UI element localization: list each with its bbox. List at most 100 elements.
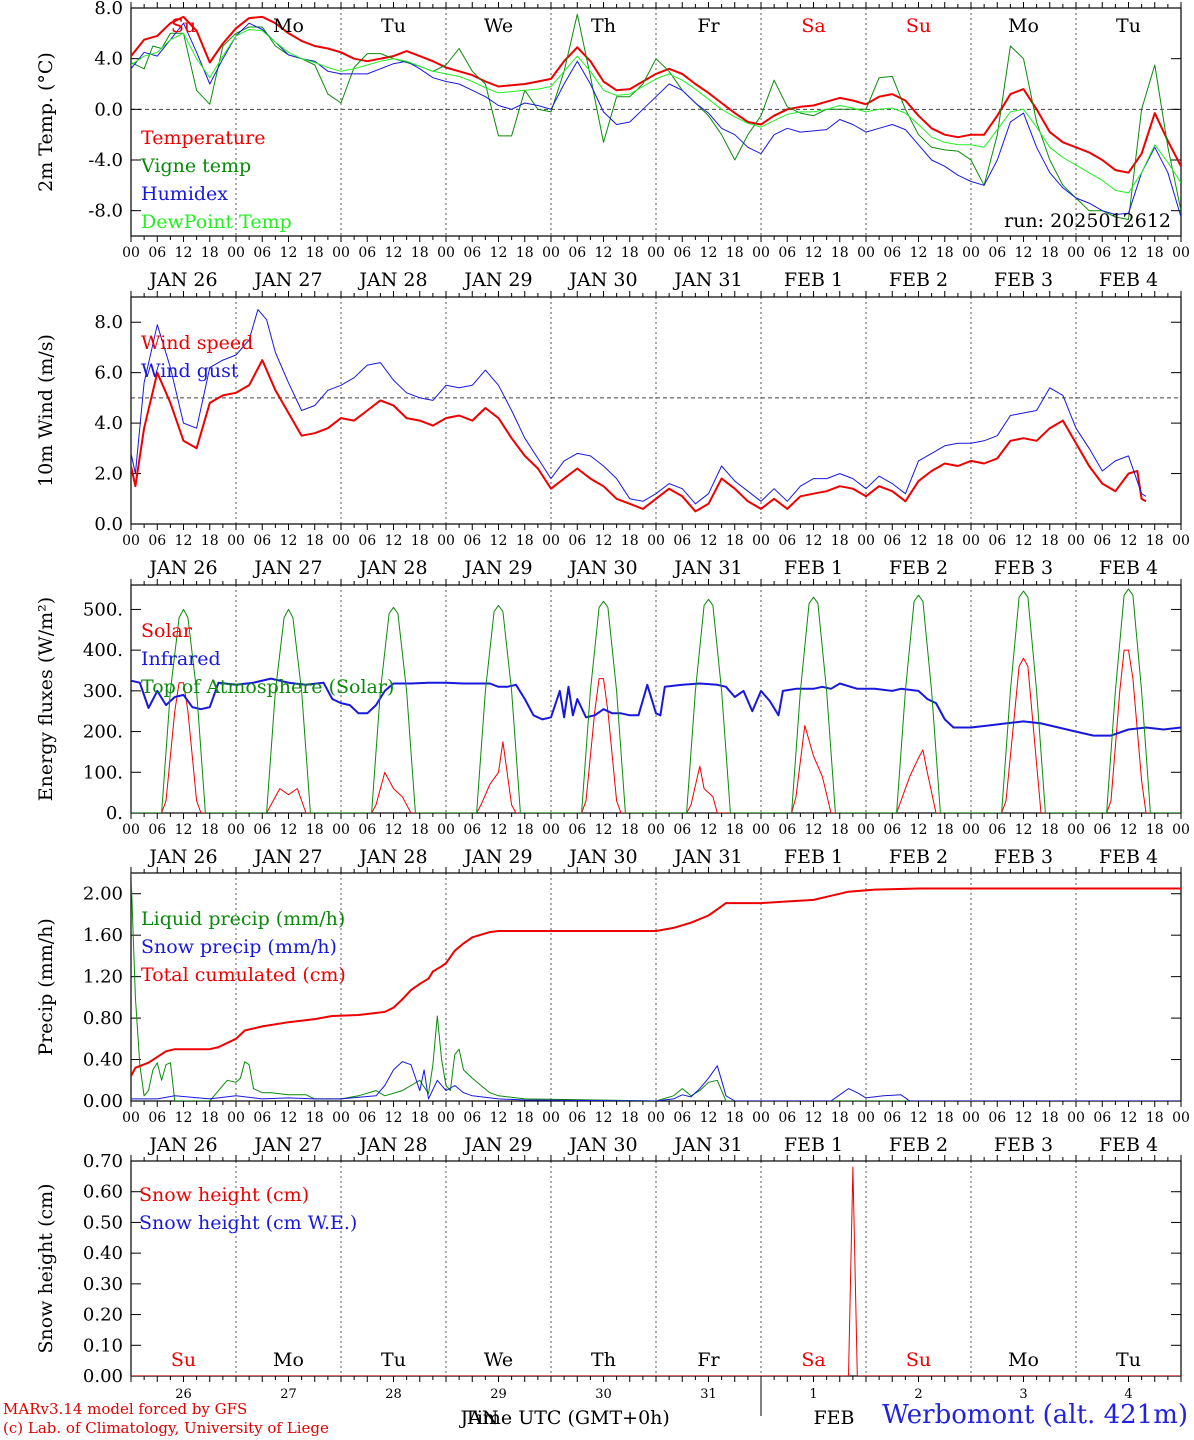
hour-label: 12 (700, 1110, 718, 1126)
date-label: JAN 29 (462, 269, 532, 291)
hour-label: 00 (1172, 245, 1190, 261)
series-line-top-of-atmosphere-solar (131, 588, 1181, 813)
hour-label: 12 (280, 533, 298, 549)
date-label: JAN 31 (672, 1134, 742, 1156)
date-label: JAN 28 (357, 1134, 427, 1156)
hour-label: 18 (1146, 245, 1164, 261)
hour-label: 06 (778, 822, 796, 838)
y-tick-label: 4.0 (94, 49, 123, 70)
day-number-label: 30 (595, 1387, 612, 1402)
hour-label: 06 (463, 1110, 481, 1126)
hour-label: 12 (1015, 822, 1033, 838)
hour-label: 00 (857, 822, 875, 838)
legend-entry: Wind speed (141, 332, 253, 354)
date-label: JAN 26 (147, 846, 217, 868)
hour-label: 18 (726, 822, 744, 838)
hour-label: 06 (568, 533, 586, 549)
hour-label: 06 (988, 245, 1006, 261)
hour-label: 18 (1146, 1110, 1164, 1126)
hour-label: 00 (122, 533, 140, 549)
weekday-label: Tu (381, 1349, 406, 1371)
hour-label: 18 (411, 822, 429, 838)
hour-label: 18 (621, 1110, 639, 1126)
hour-label: 12 (910, 822, 928, 838)
hour-label: 00 (752, 1110, 770, 1126)
hour-label: 12 (805, 533, 823, 549)
series-line-snow-precip-mm-h (131, 1061, 1181, 1101)
y-tick-label: 0.00 (83, 1091, 123, 1112)
hour-label: 06 (148, 822, 166, 838)
hour-label: 00 (1067, 822, 1085, 838)
hour-label: 12 (280, 822, 298, 838)
hour-label: 00 (962, 1110, 980, 1126)
hour-label: 00 (122, 1110, 140, 1126)
hour-label: 06 (148, 245, 166, 261)
hour-label: 00 (752, 533, 770, 549)
day-number-label: 28 (385, 1387, 402, 1402)
hour-label: 00 (332, 822, 350, 838)
hour-label: 06 (568, 245, 586, 261)
date-label: JAN 29 (462, 846, 532, 868)
hour-label: 00 (1172, 1110, 1190, 1126)
hour-label: 00 (647, 822, 665, 838)
hour-label: 12 (1120, 533, 1138, 549)
hour-label: 12 (490, 533, 508, 549)
weekday-label: Su (171, 1349, 196, 1371)
date-label: FEB 4 (1099, 557, 1158, 579)
hour-label: 06 (253, 1110, 271, 1126)
date-label: FEB 1 (784, 557, 843, 579)
hour-label: 12 (595, 245, 613, 261)
hour-label: 06 (568, 1110, 586, 1126)
series-line-dewpoint-temp (131, 29, 1181, 194)
day-number-label: 26 (175, 1387, 192, 1402)
weekday-label: We (484, 15, 513, 37)
legend-entry: DewPoint Temp (141, 211, 292, 233)
date-label: FEB 2 (889, 557, 948, 579)
date-label: JAN 27 (252, 269, 322, 291)
panel-temp (130, 2, 1182, 242)
date-label: FEB 3 (994, 1134, 1053, 1156)
hour-label: 00 (962, 822, 980, 838)
y-tick-label: 0.20 (83, 1305, 123, 1326)
legend-entry: Liquid precip (mm/h) (141, 908, 345, 930)
hour-label: 06 (988, 1110, 1006, 1126)
hour-label: 18 (516, 1110, 534, 1126)
hour-label: 00 (122, 822, 140, 838)
plot-frame (130, 7, 1182, 237)
hour-label: 06 (358, 1110, 376, 1126)
hour-label: 06 (883, 822, 901, 838)
hour-label: 06 (358, 245, 376, 261)
hour-label: 06 (673, 245, 691, 261)
hour-label: 00 (542, 245, 560, 261)
y-tick-label: 300. (83, 681, 123, 702)
day-number-label: 31 (700, 1387, 717, 1402)
hour-label: 18 (936, 533, 954, 549)
hour-label: 12 (490, 1110, 508, 1126)
hour-label: 06 (1093, 533, 1111, 549)
hour-label: 00 (752, 245, 770, 261)
legend-entry: Wind gust (141, 360, 239, 382)
weekday-label: Su (171, 15, 196, 37)
hour-label: 18 (831, 1110, 849, 1126)
weekday-label: Mo (273, 1349, 304, 1371)
y-tick-label: 0.0 (94, 99, 123, 120)
hour-label: 00 (437, 533, 455, 549)
hour-label: 12 (175, 245, 193, 261)
weekday-label: Fr (697, 15, 720, 37)
y-tick-label: 8.0 (94, 0, 123, 19)
weekday-label: We (484, 1349, 513, 1371)
date-label: JAN 30 (567, 557, 637, 579)
hour-label: 18 (411, 533, 429, 549)
hour-label: 00 (542, 533, 560, 549)
y-tick-label: -8.0 (88, 201, 123, 222)
hour-label: 12 (595, 822, 613, 838)
date-label: JAN 28 (357, 269, 427, 291)
date-label: FEB 3 (994, 557, 1053, 579)
hour-label: 06 (778, 1110, 796, 1126)
hour-label: 18 (621, 822, 639, 838)
hour-label: 18 (726, 1110, 744, 1126)
hour-label: 12 (910, 533, 928, 549)
hour-label: 18 (1041, 822, 1059, 838)
legend-entry: Snow precip (mm/h) (141, 936, 337, 958)
hour-label: 06 (883, 1110, 901, 1126)
